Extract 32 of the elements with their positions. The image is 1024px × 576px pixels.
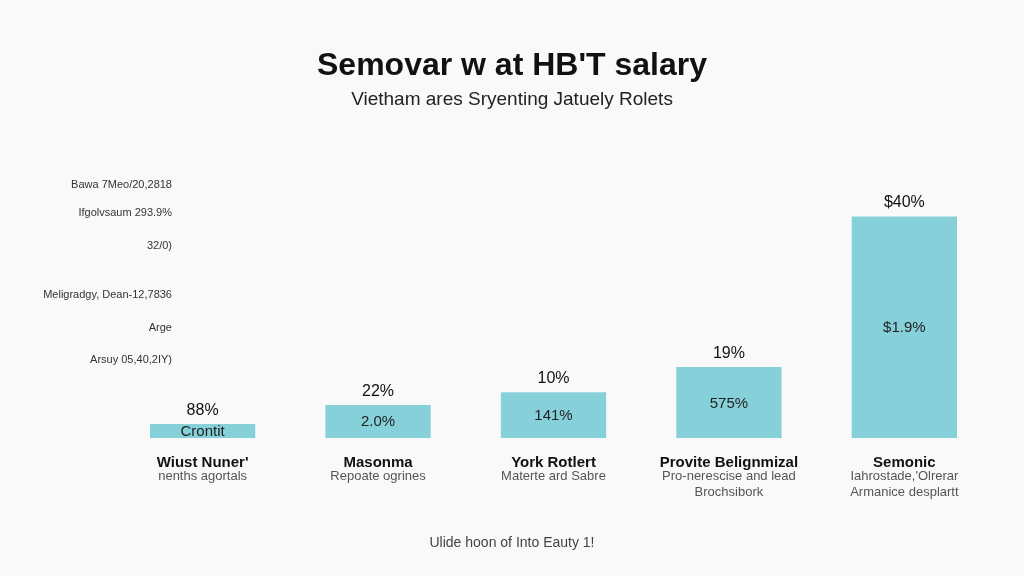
bar [676, 367, 782, 438]
annotation: 22% [362, 381, 395, 399]
x-tick-label: York Rotlert [511, 452, 596, 470]
annotation: Crontit [180, 422, 226, 440]
text: Repoate ogrines [330, 468, 427, 483]
annotation: 575% [709, 393, 749, 411]
text: Iahrostade,'Olrerar Armanice desplartt [850, 468, 960, 499]
x-tick-label: Masonma [343, 452, 414, 470]
annotation: Arge [148, 321, 172, 333]
bar [500, 392, 607, 438]
bar [325, 404, 431, 438]
bar [851, 216, 957, 438]
annotation: 10% [537, 369, 570, 387]
chart-title: Semovar w at HB'T salary [317, 46, 708, 82]
text: $40% [883, 193, 925, 211]
annotation: 88% [186, 401, 219, 419]
annotation: 19% [712, 344, 745, 362]
annotation: Meligradgy, Dean-12,7836 [43, 288, 172, 300]
annotation: 32/0) [146, 239, 172, 251]
annotation: $1.9% [883, 318, 926, 336]
annotation: Ifgolvsaum 293.9% [78, 206, 173, 218]
text: Materte ard Sabre [501, 468, 606, 483]
annotation: 141% [534, 406, 573, 424]
x-tick-label: Semonic [873, 452, 936, 470]
annotation: 2.0% [360, 412, 396, 430]
annotation: Arsuy 05,40,2IY) [90, 353, 172, 365]
text: Bawa 7Meo/20,2818 [71, 178, 172, 190]
x-tick-label: Wiust Nuner' [156, 452, 249, 470]
text: Ulide hoon of Into Eauty 1! [429, 534, 595, 550]
text: nenths agortals [158, 468, 248, 483]
chart-subtitle: Vietham ares Sryenting Jatuely Rolets [351, 88, 673, 109]
x-tick-label: Provite Belignmizal [659, 452, 799, 470]
